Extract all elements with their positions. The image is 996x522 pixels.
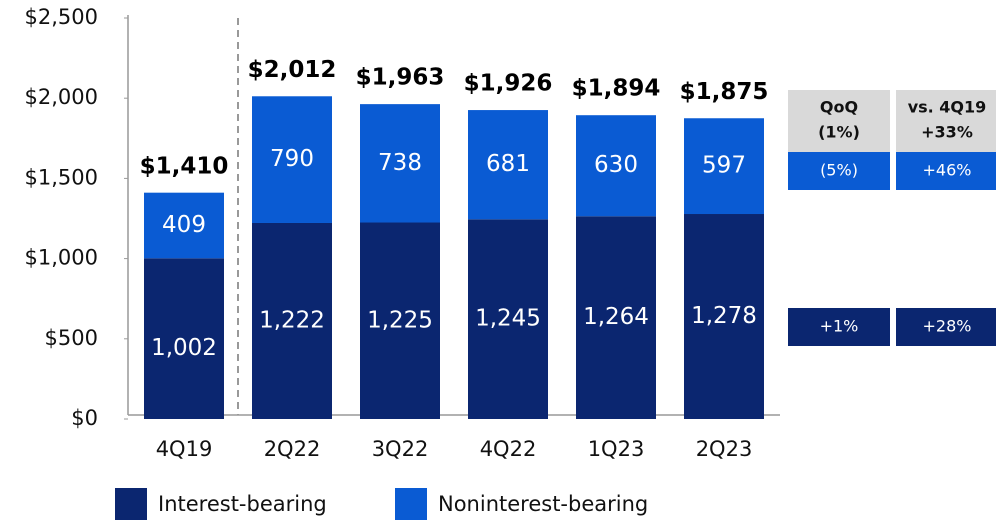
column-header: QoQ xyxy=(820,98,858,117)
noninterest-cell xyxy=(788,152,890,190)
total-label: $2,012 xyxy=(248,57,337,83)
y-tick-label: $500 xyxy=(45,326,98,350)
bar-segment xyxy=(360,104,440,223)
bar-segment xyxy=(468,110,548,220)
header-cell xyxy=(896,90,996,152)
x-tick-label: 1Q23 xyxy=(588,437,645,461)
y-tick-label: $0 xyxy=(71,406,98,430)
x-tick-label: 4Q19 xyxy=(156,437,213,461)
interest-cell xyxy=(788,308,890,346)
noninterest-change: (5%) xyxy=(820,161,858,180)
column-header: vs. 4Q19 xyxy=(908,98,987,117)
x-tick-label: 4Q22 xyxy=(480,437,537,461)
data-label: 1,278 xyxy=(691,303,757,329)
bar-segment xyxy=(576,115,656,217)
legend-label: Noninterest-bearing xyxy=(438,492,648,516)
legend-swatch xyxy=(395,488,427,520)
interest-change: +1% xyxy=(820,317,859,336)
bar-segment xyxy=(252,96,332,223)
noninterest-cell xyxy=(896,152,996,190)
bar-segment xyxy=(468,219,548,419)
y-tick-label: $1,000 xyxy=(25,246,98,270)
y-tick-label: $1,500 xyxy=(25,165,98,189)
total-change: +33% xyxy=(921,123,973,142)
bar-segment xyxy=(576,216,656,419)
total-label: $1,926 xyxy=(464,71,553,97)
total-label: $1,894 xyxy=(572,76,661,102)
header-cell xyxy=(788,90,890,152)
interest-change: +28% xyxy=(923,317,972,336)
bar-segment xyxy=(684,214,764,419)
y-tick-label: $2,000 xyxy=(25,85,98,109)
y-tick-label: $2,500 xyxy=(25,5,98,29)
bar-segment xyxy=(252,222,332,419)
total-label: $1,963 xyxy=(356,65,445,91)
data-label: 1,245 xyxy=(475,306,541,332)
interest-cell xyxy=(896,308,996,346)
data-label: 1,225 xyxy=(367,307,433,333)
x-tick-label: 2Q23 xyxy=(696,437,753,461)
data-label: 1,002 xyxy=(151,335,217,361)
data-label: 681 xyxy=(486,151,530,177)
bar-segment xyxy=(360,222,440,419)
legend-swatch xyxy=(115,488,147,520)
data-label: 1,222 xyxy=(259,307,325,333)
data-label: 630 xyxy=(594,152,638,178)
data-label: 409 xyxy=(162,212,206,238)
x-tick-label: 3Q22 xyxy=(372,437,429,461)
legend-label: Interest-bearing xyxy=(158,492,327,516)
total-label: $1,875 xyxy=(680,79,769,105)
total-change: (1%) xyxy=(818,123,860,142)
bar-segment xyxy=(144,258,224,419)
bar-segment xyxy=(144,192,224,259)
data-label: 790 xyxy=(270,146,314,172)
bar-segment xyxy=(684,118,764,215)
noninterest-change: +46% xyxy=(923,161,972,180)
x-tick-label: 2Q22 xyxy=(264,437,321,461)
data-label: 1,264 xyxy=(583,304,649,330)
total-label: $1,410 xyxy=(140,153,229,179)
data-label: 738 xyxy=(378,150,422,176)
data-label: 597 xyxy=(702,153,746,179)
